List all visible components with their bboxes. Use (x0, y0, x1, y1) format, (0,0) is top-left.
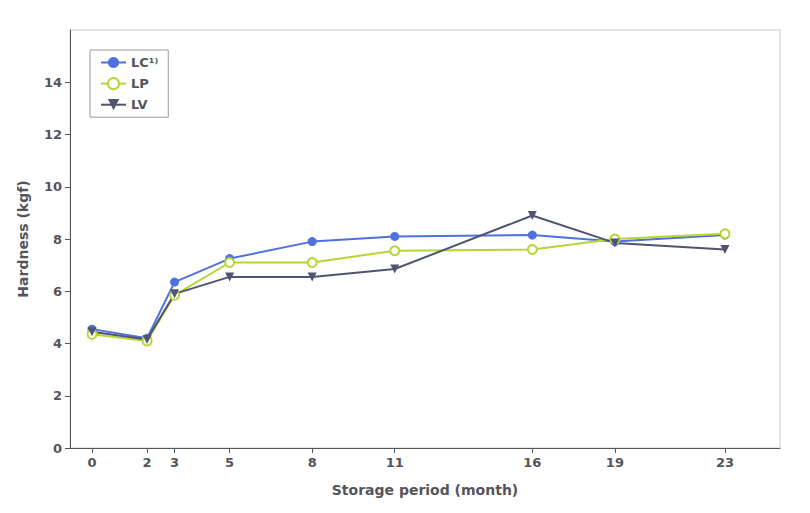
svg-text:16: 16 (523, 455, 541, 470)
svg-text:8: 8 (308, 455, 317, 470)
svg-text:2: 2 (53, 388, 62, 403)
svg-text:4: 4 (53, 336, 62, 351)
svg-text:0: 0 (53, 441, 62, 456)
svg-text:Hardness (kgf): Hardness (kgf) (15, 180, 31, 297)
svg-text:LV: LV (131, 97, 148, 112)
svg-text:5: 5 (225, 455, 234, 470)
svg-text:LC¹⁾: LC¹⁾ (131, 55, 159, 70)
svg-text:14: 14 (44, 75, 62, 90)
svg-text:10: 10 (44, 179, 62, 194)
svg-text:23: 23 (716, 455, 734, 470)
svg-text:2: 2 (143, 455, 152, 470)
svg-text:19: 19 (606, 455, 624, 470)
svg-text:LP: LP (131, 76, 149, 91)
svg-text:8: 8 (53, 232, 62, 247)
svg-text:Storage period (month): Storage period (month) (332, 482, 519, 498)
svg-text:12: 12 (44, 127, 62, 142)
svg-text:0: 0 (87, 455, 96, 470)
svg-text:11: 11 (386, 455, 404, 470)
svg-text:3: 3 (170, 455, 179, 470)
svg-text:6: 6 (53, 284, 62, 299)
